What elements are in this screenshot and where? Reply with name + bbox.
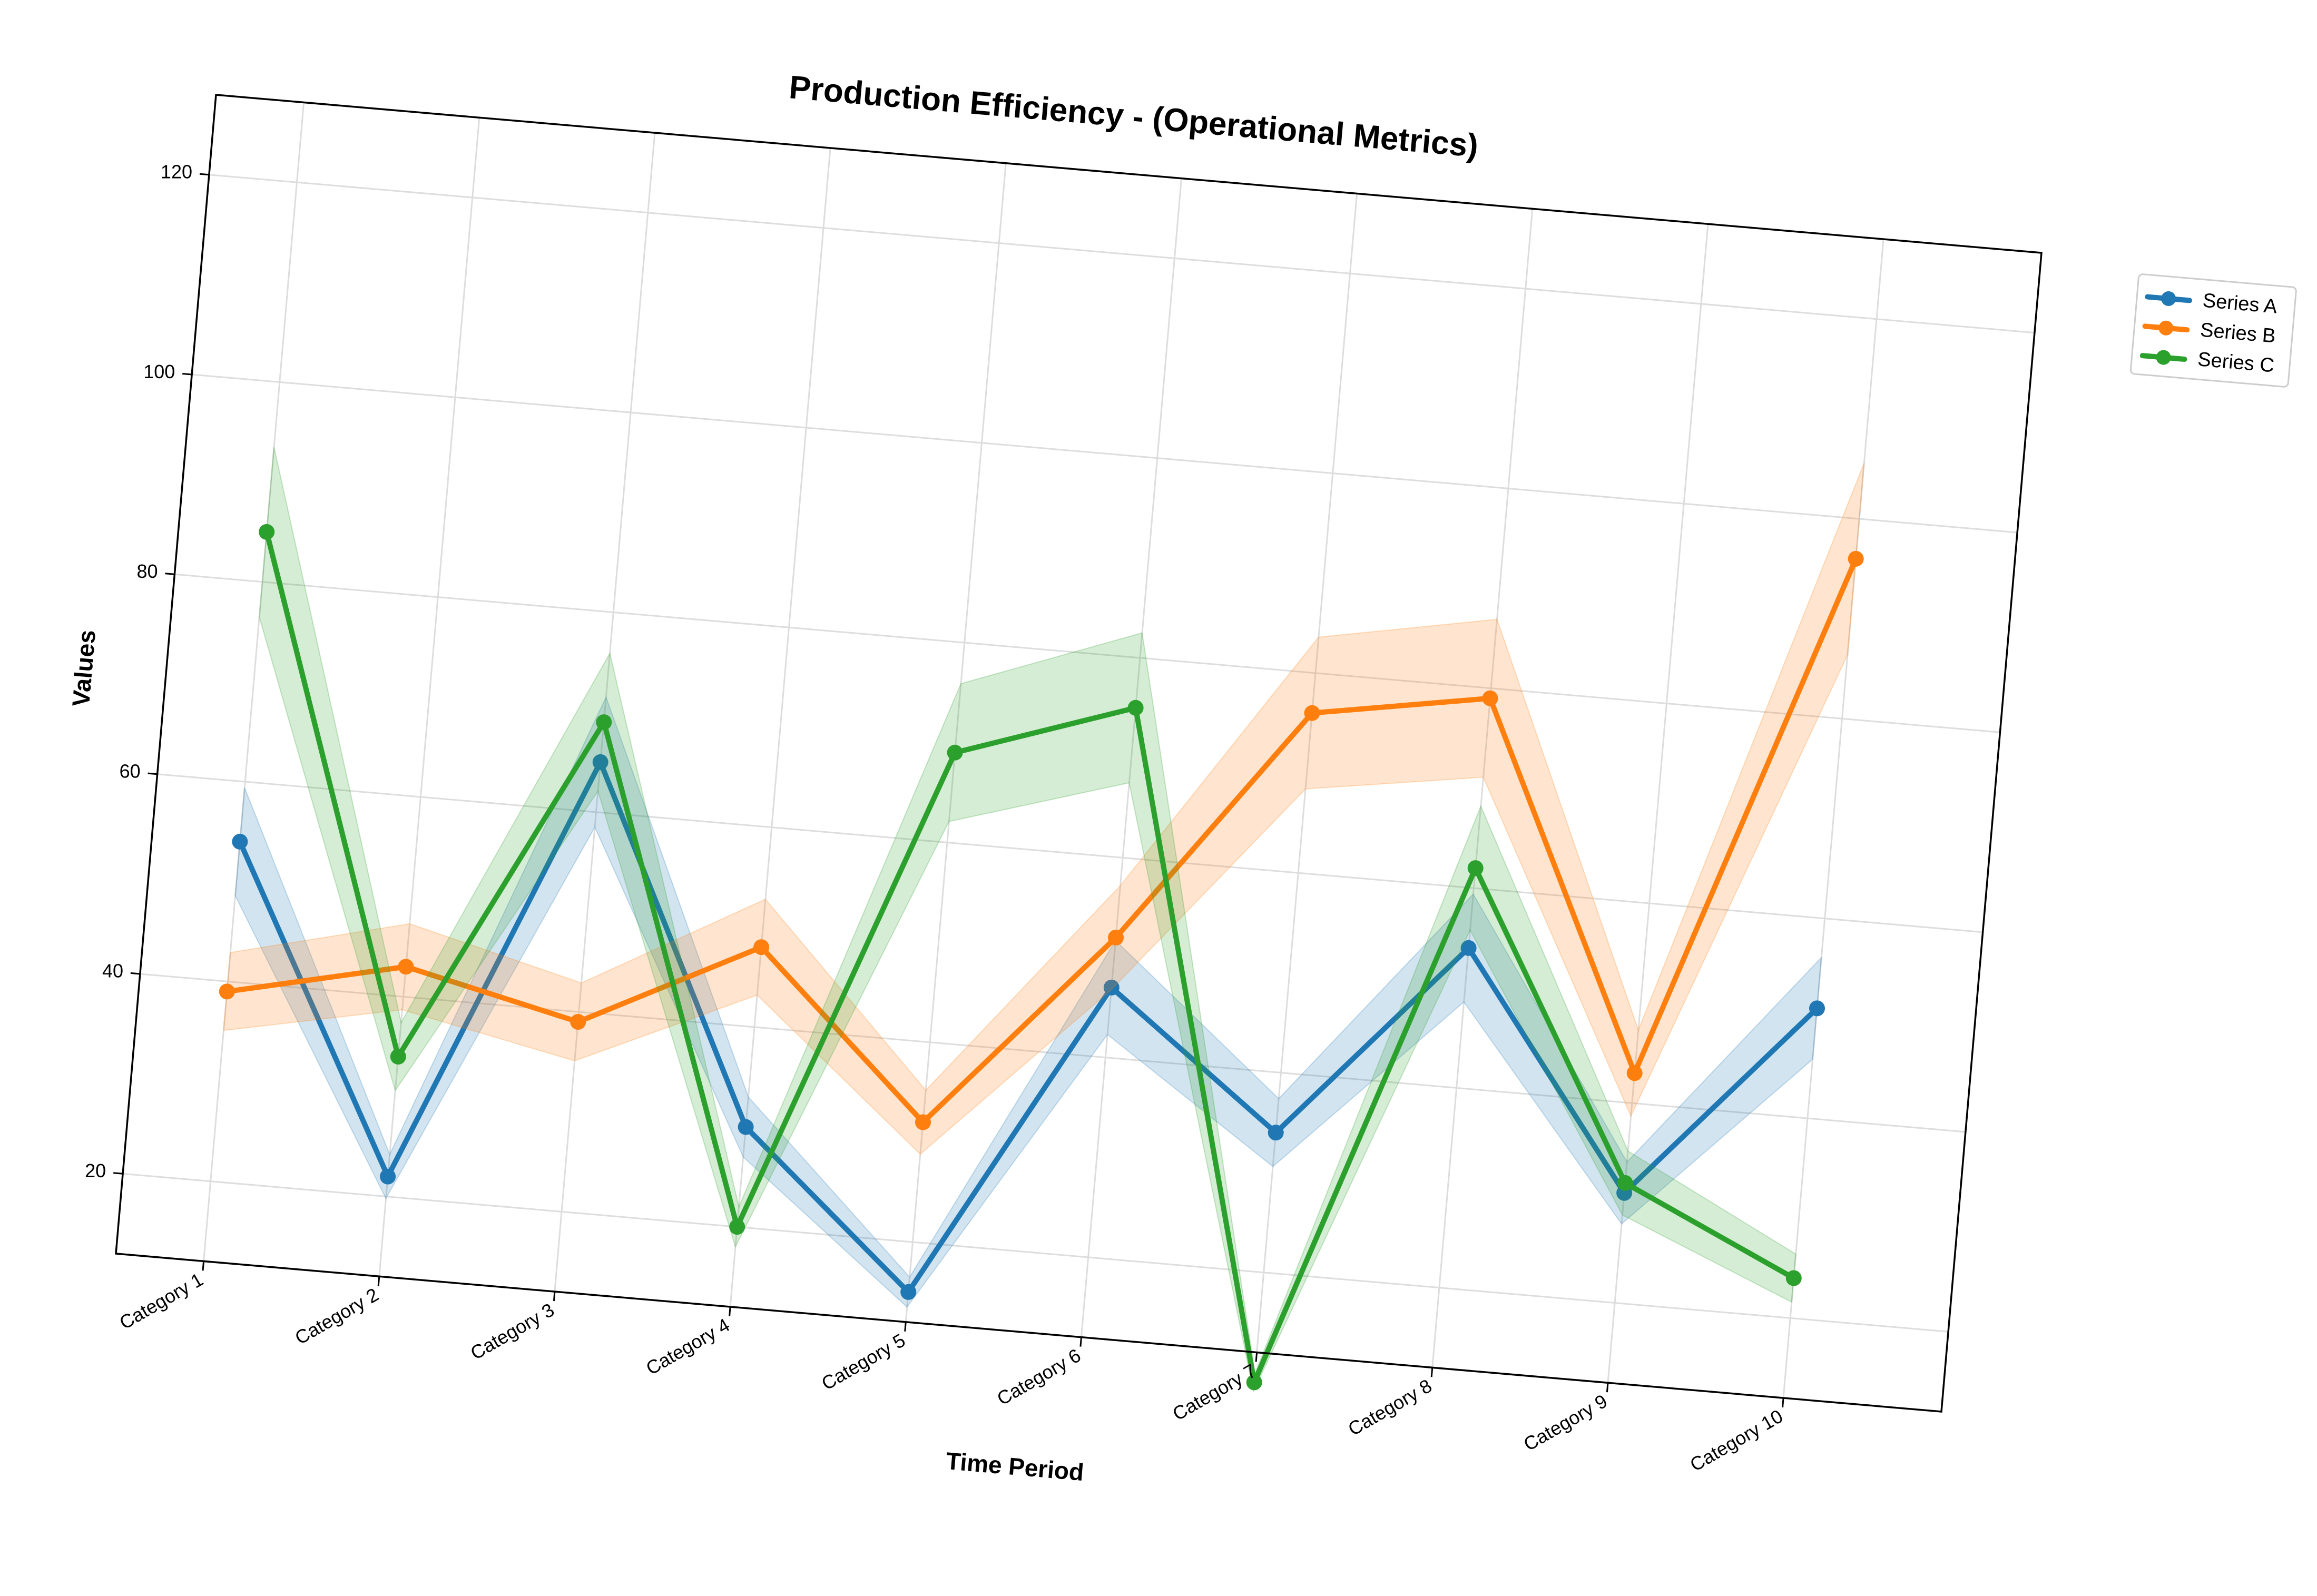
legend-swatch-marker — [2156, 350, 2171, 365]
y-axis-ticks: 20 40 60 80 100 120 — [85, 161, 210, 1181]
y-tick — [165, 573, 175, 575]
x-tick — [202, 1261, 205, 1271]
x-tick — [1430, 1367, 1434, 1377]
y-tick-label: 40 — [102, 960, 123, 982]
data-point — [1809, 1000, 1825, 1017]
y-gridline — [191, 373, 2018, 534]
data-point — [1617, 1175, 1633, 1191]
series-line — [264, 529, 1796, 1385]
data-point — [219, 983, 235, 1000]
y-axis-label: Values — [67, 629, 101, 708]
data-point — [1103, 979, 1120, 996]
data-point — [570, 1014, 586, 1030]
data-point — [1785, 1270, 1802, 1286]
series-band — [259, 447, 1796, 1393]
series-2 — [219, 462, 1865, 1155]
y-gridline — [122, 1173, 1949, 1333]
data-point — [738, 1119, 754, 1135]
series-line — [224, 556, 1859, 1125]
data-point — [592, 754, 608, 770]
series-band — [234, 696, 1822, 1308]
y-tick-label: 60 — [120, 760, 141, 782]
data-point — [1482, 690, 1498, 706]
data-point — [1127, 700, 1144, 716]
legend-swatch-marker — [2158, 320, 2174, 336]
y-tick — [113, 1172, 123, 1175]
grid — [122, 102, 2035, 1398]
x-gridline — [1081, 178, 1182, 1337]
data-point — [259, 524, 275, 540]
x-gridline — [203, 102, 305, 1262]
data-point — [1246, 1374, 1262, 1391]
data-point — [1848, 550, 1864, 567]
data-point — [398, 959, 414, 975]
y-tick-label: 120 — [161, 161, 192, 183]
y-tick — [182, 373, 192, 376]
x-tick — [1079, 1337, 1082, 1347]
data-point — [1268, 1125, 1284, 1141]
y-tick-label: 100 — [143, 361, 175, 382]
data-point — [729, 1219, 745, 1235]
data-point — [1467, 860, 1484, 876]
data-point — [380, 1168, 396, 1185]
x-tick — [1782, 1397, 1784, 1408]
data-point — [1626, 1065, 1643, 1081]
data-point — [753, 939, 770, 955]
x-tick — [377, 1276, 380, 1286]
series-1 — [232, 696, 1825, 1308]
x-gridline — [1782, 239, 1884, 1398]
x-tick — [1255, 1352, 1258, 1362]
x-gridline — [1256, 193, 1358, 1353]
data-point — [915, 1114, 931, 1130]
series-band — [223, 462, 1865, 1155]
y-tick-label: 80 — [136, 560, 158, 582]
y-gridline — [157, 773, 1983, 933]
plot-frame — [115, 94, 2043, 1413]
x-tick — [1606, 1383, 1609, 1393]
y-gridline — [209, 174, 2035, 334]
data-point — [596, 714, 612, 731]
x-tick — [729, 1306, 731, 1317]
data-point — [947, 744, 963, 761]
series-line — [237, 759, 1820, 1295]
data-point — [1304, 705, 1320, 721]
legend-swatch-marker — [2161, 291, 2176, 306]
data-point — [390, 1049, 406, 1065]
data-point — [1460, 940, 1477, 956]
x-tick — [904, 1322, 907, 1332]
data-point — [1108, 930, 1124, 945]
data-point — [900, 1284, 917, 1300]
series-3 — [259, 447, 1802, 1393]
data-point — [232, 833, 248, 850]
y-gridline — [174, 573, 2000, 733]
y-tick-label: 20 — [85, 1160, 106, 1181]
x-gridline — [1431, 209, 1534, 1368]
y-tick — [148, 772, 158, 775]
x-gridline — [554, 132, 656, 1292]
x-gridline — [729, 147, 831, 1307]
y-tick — [130, 972, 141, 975]
y-gridline — [140, 973, 1966, 1133]
y-tick — [199, 173, 210, 176]
x-tick — [553, 1291, 556, 1302]
x-gridline — [378, 117, 480, 1277]
